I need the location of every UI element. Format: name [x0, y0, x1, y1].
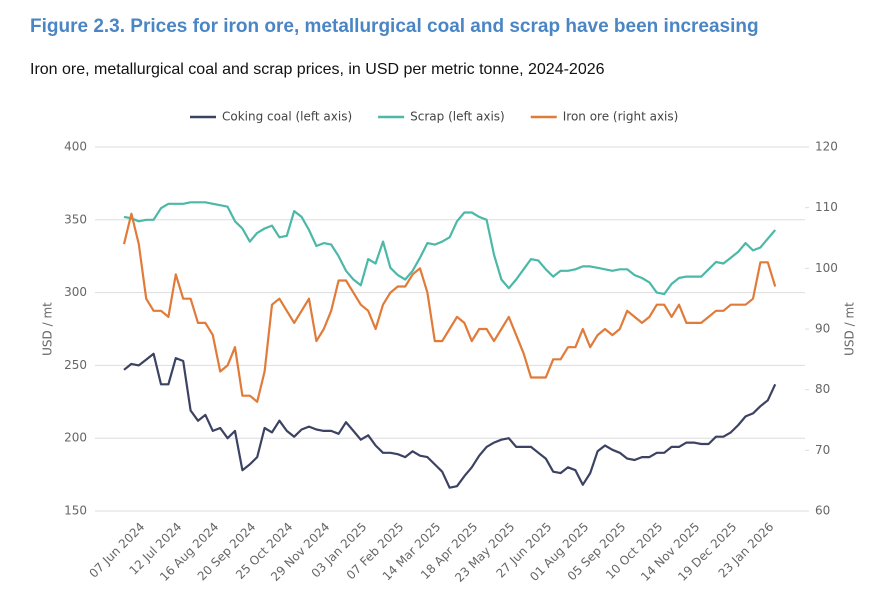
- y2-tick-label: 120: [815, 140, 838, 154]
- y2-tick-label: 70: [815, 443, 830, 457]
- y2-tick-label: 100: [815, 261, 838, 275]
- y-tick-label: 200: [64, 431, 87, 445]
- legend-label: Coking coal (left axis): [222, 110, 352, 124]
- y2-axis-title: USD / mt: [843, 302, 857, 356]
- y2-tick-label: 80: [815, 382, 830, 396]
- chart-subtitle: Iron ore, metallurgical coal and scrap p…: [30, 61, 605, 78]
- y2-tick-label: 60: [815, 504, 830, 518]
- y-tick-label: 400: [64, 140, 87, 154]
- y2-tick-label: 110: [815, 200, 838, 214]
- legend-label: Iron ore (right axis): [563, 110, 679, 124]
- y-tick-label: 350: [64, 212, 87, 226]
- series-line: [123, 352, 777, 489]
- series-line: [122, 212, 777, 403]
- y-tick-label: 250: [64, 358, 87, 372]
- chart-title: Figure 2.3. Prices for iron ore, metallu…: [30, 16, 759, 37]
- series-line: [123, 201, 777, 296]
- y2-tick-label: 90: [815, 322, 830, 336]
- y-axis-title: USD / mt: [41, 302, 55, 356]
- y-tick-label: 300: [64, 285, 87, 299]
- y-tick-label: 150: [64, 504, 87, 518]
- legend-label: Scrap (left axis): [410, 110, 505, 124]
